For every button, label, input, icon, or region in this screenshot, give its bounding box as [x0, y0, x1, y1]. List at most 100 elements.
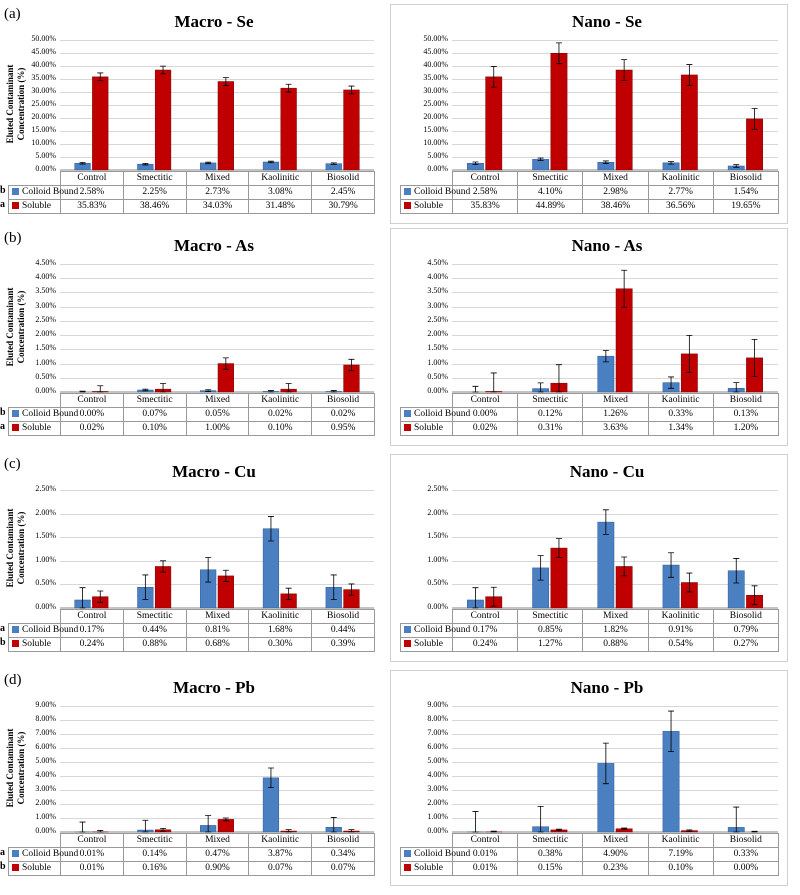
data-label: 0.23%	[582, 861, 649, 876]
series-name: Colloid Bound	[414, 625, 471, 635]
series-name: Colloid Bound	[22, 625, 79, 635]
data-label: 0.34%	[311, 847, 375, 862]
y-tick-label: 40.00%	[423, 60, 448, 69]
gridline	[452, 92, 778, 93]
table-corner	[8, 171, 61, 186]
y-tick-label: 30.00%	[423, 86, 448, 95]
y-tick-label: 2.50%	[35, 484, 56, 493]
bar-plot	[60, 767, 374, 833]
gridline	[60, 762, 374, 763]
series-name: Soluble	[414, 423, 444, 433]
bar-soluble	[680, 74, 698, 171]
error-bar	[267, 516, 274, 542]
data-label: 0.44%	[122, 623, 187, 638]
chart-macro-cu: Macro - Cu Eluted Contaminant Concentrati…	[0, 454, 388, 666]
data-label: 3.87%	[248, 847, 313, 862]
y-tick-label: 1.50%	[35, 531, 56, 541]
gridline	[452, 292, 778, 294]
data-table: Control Smectitic Mixed Kaolinitic Biosolid C…	[8, 393, 375, 436]
legend-entry: Colloid Bound	[8, 185, 78, 200]
data-label: 0.16%	[122, 861, 187, 876]
x-tick-label: Smectitic	[122, 171, 187, 186]
y-tick-label: 10.00%	[423, 138, 448, 147]
y-tick-label: 0.00%	[35, 386, 56, 395]
legend-swatch	[12, 202, 19, 210]
data-label: 0.90%	[185, 861, 250, 876]
legend-entry: Colloid Bound	[8, 847, 78, 862]
gridline	[60, 706, 374, 707]
error-bar	[537, 805, 544, 833]
data-label: 0.10%	[647, 861, 714, 876]
data-label: 0.01%	[60, 861, 124, 876]
x-tick-label: Smectitic	[517, 171, 584, 186]
gridline	[452, 40, 778, 41]
x-tick-label: Biosolid	[712, 393, 779, 408]
data-table: Control Smectitic Mixed Kaolinitic Biosolid C…	[8, 833, 375, 876]
error-bar	[668, 552, 675, 578]
series-name: Soluble	[414, 863, 444, 873]
data-label: 0.47%	[185, 847, 250, 862]
legend-entry: Soluble	[400, 421, 453, 436]
significance-letter: a	[0, 421, 5, 432]
legend-swatch	[404, 850, 411, 858]
chart-frame	[390, 228, 788, 446]
legend-swatch	[404, 188, 411, 196]
x-tick-label: Kaolinitic	[248, 393, 313, 408]
y-tick-label: 30.00%	[31, 86, 56, 95]
legend-swatch	[12, 640, 19, 648]
y-tick-label: 25.00%	[31, 99, 56, 108]
x-tick-label: Smectitic	[122, 393, 187, 408]
error-bar	[621, 827, 628, 830]
chart-title: Nano - Pb	[570, 678, 644, 697]
series-name: Colloid Bound	[414, 187, 471, 197]
gridline	[452, 264, 778, 265]
chart-macro-pb: Macro - Pb Eluted Contaminant Concentrati…	[0, 670, 388, 890]
data-label: 1.26%	[582, 407, 649, 422]
y-tick-label: 9.00%	[35, 700, 56, 709]
gridline	[60, 105, 374, 106]
error-bar	[621, 556, 628, 577]
error-bar	[330, 817, 337, 833]
chart-frame	[390, 4, 788, 224]
data-label: 44.89%	[517, 199, 584, 214]
legend-entry: Colloid Bound	[400, 847, 470, 862]
data-table: Control Smectitic Mixed Kaolinitic Biosolid C…	[8, 609, 375, 652]
gridline	[60, 734, 374, 735]
chart-title: Nano - Cu	[569, 462, 645, 481]
error-bar	[79, 390, 86, 393]
data-label: 0.54%	[647, 637, 714, 652]
bar-plot	[452, 269, 778, 393]
table-row: Colloid Bound 2.58% 2.25% 2.73% 3.08% 2.45%	[8, 185, 375, 200]
x-tick-label: Control	[451, 171, 519, 186]
legend-swatch	[404, 410, 411, 418]
gridline	[452, 537, 778, 539]
error-bar	[160, 383, 167, 393]
bar-plot	[452, 509, 778, 609]
gridline	[60, 349, 374, 351]
data-label: 0.15%	[517, 861, 584, 876]
gridline	[452, 734, 778, 735]
error-bar	[330, 390, 337, 393]
error-bar	[751, 585, 758, 606]
table-corner	[400, 609, 453, 624]
chart-title: Nano - Se	[572, 12, 642, 31]
x-tick-label: Control	[60, 171, 124, 186]
y-tick-label: 35.00%	[423, 73, 448, 82]
x-tick-label: Biosolid	[311, 171, 375, 186]
data-label: 35.83%	[451, 199, 519, 214]
data-label: 2.45%	[311, 185, 375, 200]
data-label: 0.01%	[451, 861, 519, 876]
error-bar	[267, 767, 274, 789]
table-header-row: Control Smectitic Mixed Kaolinitic Biosolid	[8, 171, 375, 186]
gridline	[452, 144, 778, 145]
x-tick-label: Kaolinitic	[647, 609, 714, 624]
error-bar	[97, 385, 104, 393]
error-bar	[142, 574, 149, 600]
gridline	[452, 490, 778, 491]
x-tick-label: Mixed	[185, 609, 250, 624]
legend-swatch	[404, 864, 411, 872]
y-tick-label: 7.00%	[35, 728, 56, 737]
x-tick-label: Control	[60, 609, 124, 624]
gridline	[452, 776, 778, 777]
y-tick-label: 2.00%	[35, 329, 56, 339]
